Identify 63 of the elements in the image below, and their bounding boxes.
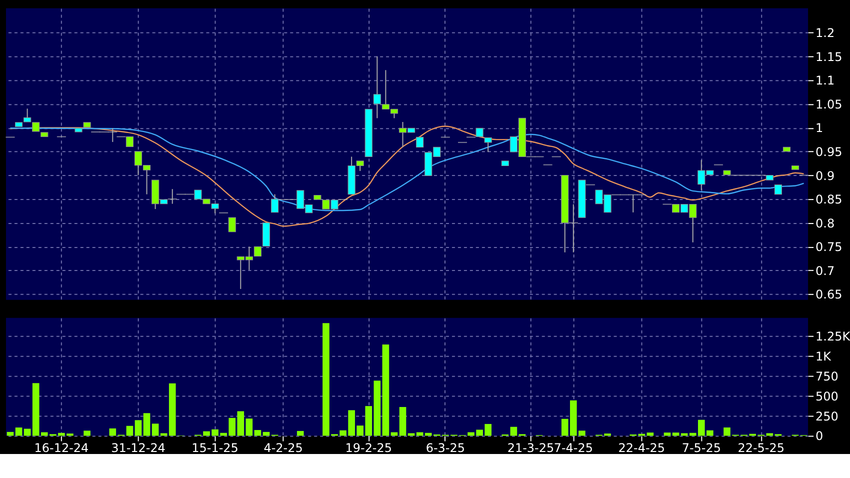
candlestick [254, 246, 262, 257]
x-tick-label: 7-4-25 [554, 441, 593, 456]
y-tick-label: 0.65 [816, 288, 842, 302]
bar [134, 420, 142, 436]
bar [254, 430, 262, 436]
x-tick-label: 22-5-25 [738, 441, 784, 456]
bar [646, 432, 654, 436]
x-tick-label: 22-4-25 [618, 441, 666, 456]
y-tick-label: 1K [816, 350, 832, 364]
x-tick-label: 6-3-25 [426, 441, 465, 456]
candlestick [126, 136, 134, 148]
x-tick-label: 4-2-25 [264, 441, 303, 456]
y-tick-label: 0 [816, 429, 824, 444]
y-tick-label: 0.7 [816, 264, 835, 278]
x-tick-label: 16-12-24 [34, 441, 89, 456]
line-series [10, 128, 804, 212]
y-tick-label: 500 [816, 389, 838, 404]
y-tick-label: 0.9 [816, 168, 835, 183]
x-tick-label: 7-5-25 [682, 441, 721, 456]
bar [680, 433, 688, 436]
candlestick [373, 56, 381, 119]
y-tick-label: 0.85 [816, 192, 842, 207]
y-tick-label: 0.95 [816, 144, 842, 159]
bar [399, 407, 406, 436]
bar [126, 426, 134, 436]
x-tick-label: 19-2-25 [345, 441, 392, 456]
y-tick-label: 250 [816, 409, 838, 424]
y-tick-label: 0.75 [816, 240, 842, 254]
y-tick-label: 1.15 [816, 50, 842, 64]
bar [296, 430, 304, 436]
bar [510, 426, 518, 436]
bar [6, 432, 14, 436]
bar [15, 427, 22, 436]
y-tick-label: 1.25K [816, 330, 850, 344]
candlestick [568, 204, 578, 253]
x-tick-label: 15-1-25 [192, 441, 238, 456]
y-tick-label: 0.8 [816, 216, 835, 230]
candlestick [416, 136, 424, 148]
candlestick [262, 222, 270, 246]
bar [408, 433, 415, 436]
bar [382, 344, 390, 436]
candlestick [774, 184, 782, 195]
bar [664, 432, 671, 436]
candlestick [484, 137, 492, 152]
x-tick-label: 31-12-24 [111, 441, 166, 456]
bar [246, 418, 253, 436]
bar [262, 432, 270, 436]
candlestick [168, 188, 177, 204]
y-tick-label: 1.05 [816, 97, 842, 112]
y-tick-label: 1 [816, 121, 824, 136]
x-tick-label: 21-3-25 [507, 441, 554, 456]
y-tick-label: 750 [816, 370, 838, 384]
bar [152, 424, 159, 436]
candlestick [228, 217, 236, 232]
y-tick-label: 1.1 [816, 74, 835, 88]
bar [390, 432, 398, 436]
bar [416, 432, 424, 436]
bar [672, 432, 680, 436]
bar [143, 413, 150, 436]
bar [84, 430, 90, 436]
bar [109, 428, 116, 436]
y-tick-label: 1.2 [816, 26, 835, 40]
bar [24, 428, 31, 436]
